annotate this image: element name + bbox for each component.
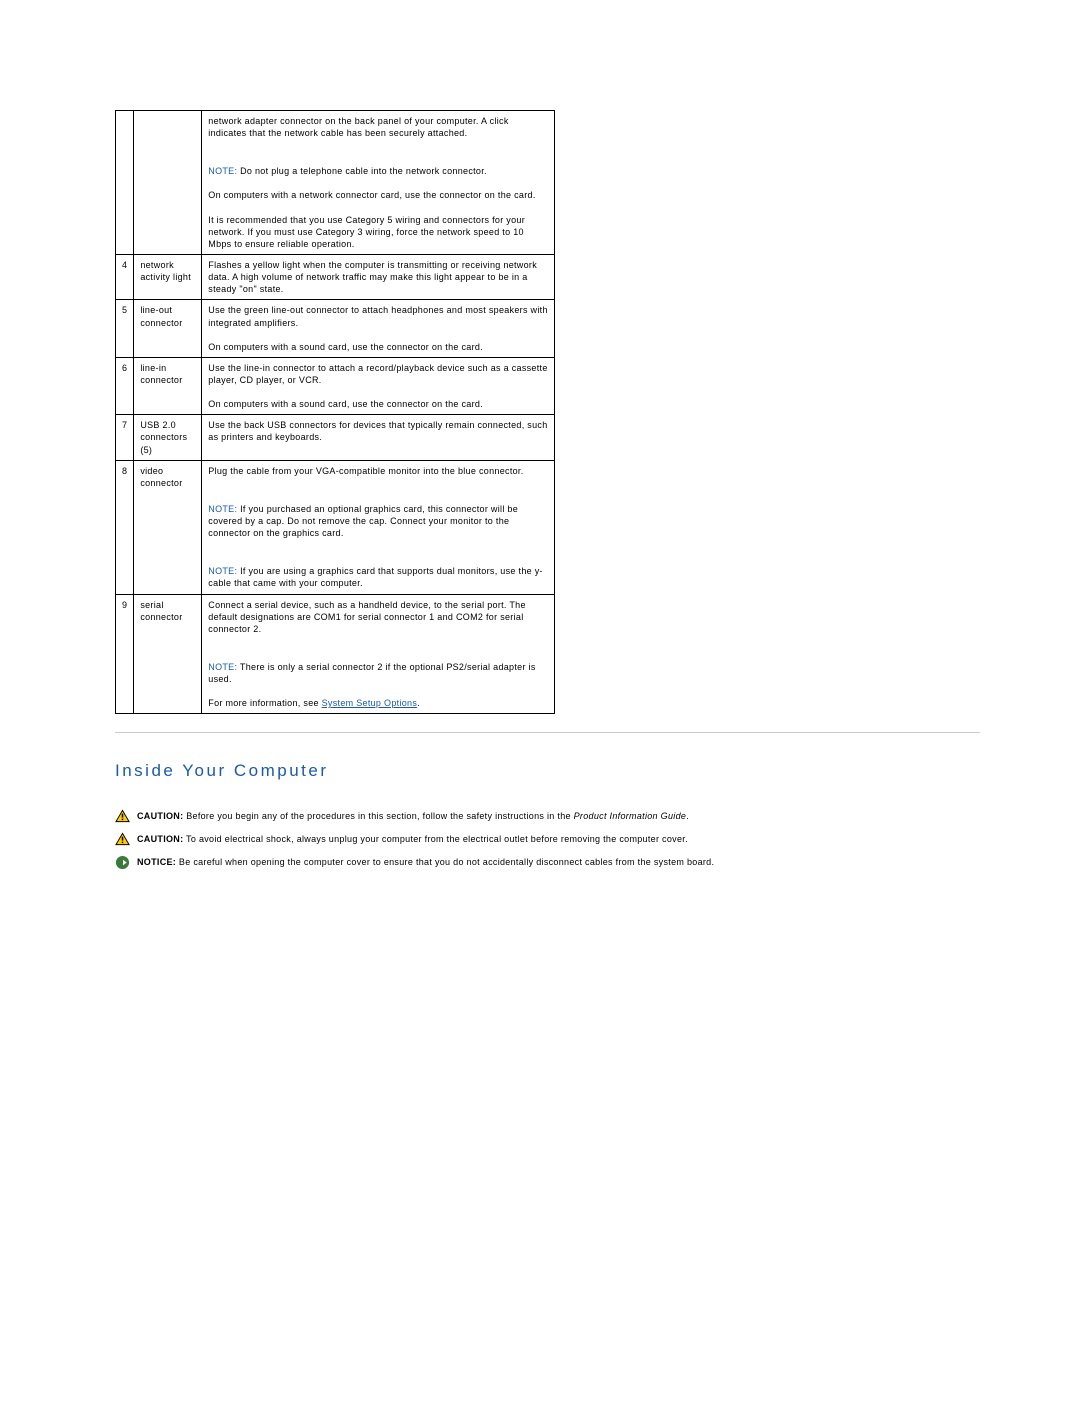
connector-name: USB 2.0 connectors (5) xyxy=(134,415,202,460)
table-row: 6line-in connectorUse the line-in connec… xyxy=(116,357,555,414)
description-paragraph: NOTE: If you purchased an optional graph… xyxy=(208,503,548,539)
section-heading: Inside Your Computer xyxy=(115,761,980,781)
table-row: network adapter connector on the back pa… xyxy=(116,111,555,255)
table-row: 7USB 2.0 connectors (5)Use the back USB … xyxy=(116,415,555,460)
caution-alert: CAUTION: Before you begin any of the pro… xyxy=(115,807,980,830)
table-row: 9serial connectorConnect a serial device… xyxy=(116,594,555,714)
connector-table: network adapter connector on the back pa… xyxy=(115,110,555,714)
italic-reference: Product Information Guide xyxy=(574,811,687,821)
caution-alert: CAUTION: To avoid electrical shock, alwa… xyxy=(115,830,980,853)
connector-description: Connect a serial device, such as a handh… xyxy=(202,594,555,714)
connector-description: Use the green line-out connector to atta… xyxy=(202,300,555,357)
description-paragraph: network adapter connector on the back pa… xyxy=(208,115,548,139)
connector-description: Plug the cable from your VGA-compatible … xyxy=(202,460,555,594)
connector-name: line-out connector xyxy=(134,300,202,357)
alert-text: CAUTION: To avoid electrical shock, alwa… xyxy=(137,833,980,846)
table-row: 4network activity lightFlashes a yellow … xyxy=(116,254,555,299)
row-number: 9 xyxy=(116,594,134,714)
alert-label: CAUTION: xyxy=(137,834,183,844)
caution-icon xyxy=(115,832,133,850)
description-paragraph: It is recommended that you use Category … xyxy=(208,214,548,250)
table-row: 8video connector Plug the cable from your… xyxy=(116,460,555,594)
description-paragraph: NOTE: If you are using a graphics card t… xyxy=(208,565,548,589)
table-row: 5line-out connectorUse the green line-ou… xyxy=(116,300,555,357)
diagram-area xyxy=(115,876,980,1376)
alert-label: CAUTION: xyxy=(137,811,183,821)
connector-name: serial connector xyxy=(134,594,202,714)
note-label: NOTE: xyxy=(208,504,237,514)
description-paragraph: On computers with a network connector ca… xyxy=(208,189,548,201)
alert-text: NOTICE: Be careful when opening the comp… xyxy=(137,856,980,869)
description-paragraph: Use the back USB connectors for devices … xyxy=(208,419,548,443)
section-divider xyxy=(115,732,980,733)
notice-icon xyxy=(115,855,133,874)
row-number: 7 xyxy=(116,415,134,460)
description-paragraph: On computers with a sound card, use the … xyxy=(208,398,548,410)
description-paragraph: NOTE: Do not plug a telephone cable into… xyxy=(208,165,548,177)
row-number xyxy=(116,111,134,255)
alerts-container: CAUTION: Before you begin any of the pro… xyxy=(115,807,980,876)
connector-description: Flashes a yellow light when the computer… xyxy=(202,254,555,299)
description-paragraph: Plug the cable from your VGA-compatible … xyxy=(208,465,548,477)
connector-name: video connector xyxy=(134,460,202,594)
description-paragraph: On computers with a sound card, use the … xyxy=(208,341,548,353)
description-paragraph: Use the green line-out connector to atta… xyxy=(208,304,548,328)
row-number: 5 xyxy=(116,300,134,357)
caution-icon xyxy=(115,809,133,827)
description-paragraph: Connect a serial device, such as a handh… xyxy=(208,599,548,635)
system-setup-link[interactable]: System Setup Options xyxy=(322,698,418,708)
note-label: NOTE: xyxy=(208,566,237,576)
note-label: NOTE: xyxy=(208,662,237,672)
connector-description: network adapter connector on the back pa… xyxy=(202,111,555,255)
row-number: 6 xyxy=(116,357,134,414)
alert-text: CAUTION: Before you begin any of the pro… xyxy=(137,810,980,823)
connector-description: Use the back USB connectors for devices … xyxy=(202,415,555,460)
connector-name: line-in connector xyxy=(134,357,202,414)
alert-label: NOTICE: xyxy=(137,857,176,867)
description-paragraph: Flashes a yellow light when the computer… xyxy=(208,259,548,295)
row-number: 8 xyxy=(116,460,134,594)
description-paragraph: Use the line-in connector to attach a re… xyxy=(208,362,548,386)
note-label: NOTE: xyxy=(208,166,237,176)
description-paragraph: For more information, see System Setup O… xyxy=(208,697,548,709)
notice-alert: NOTICE: Be careful when opening the comp… xyxy=(115,853,980,877)
connector-name: network activity light xyxy=(134,254,202,299)
description-paragraph: NOTE: There is only a serial connector 2… xyxy=(208,661,548,685)
row-number: 4 xyxy=(116,254,134,299)
connector-description: Use the line-in connector to attach a re… xyxy=(202,357,555,414)
connector-name xyxy=(134,111,202,255)
